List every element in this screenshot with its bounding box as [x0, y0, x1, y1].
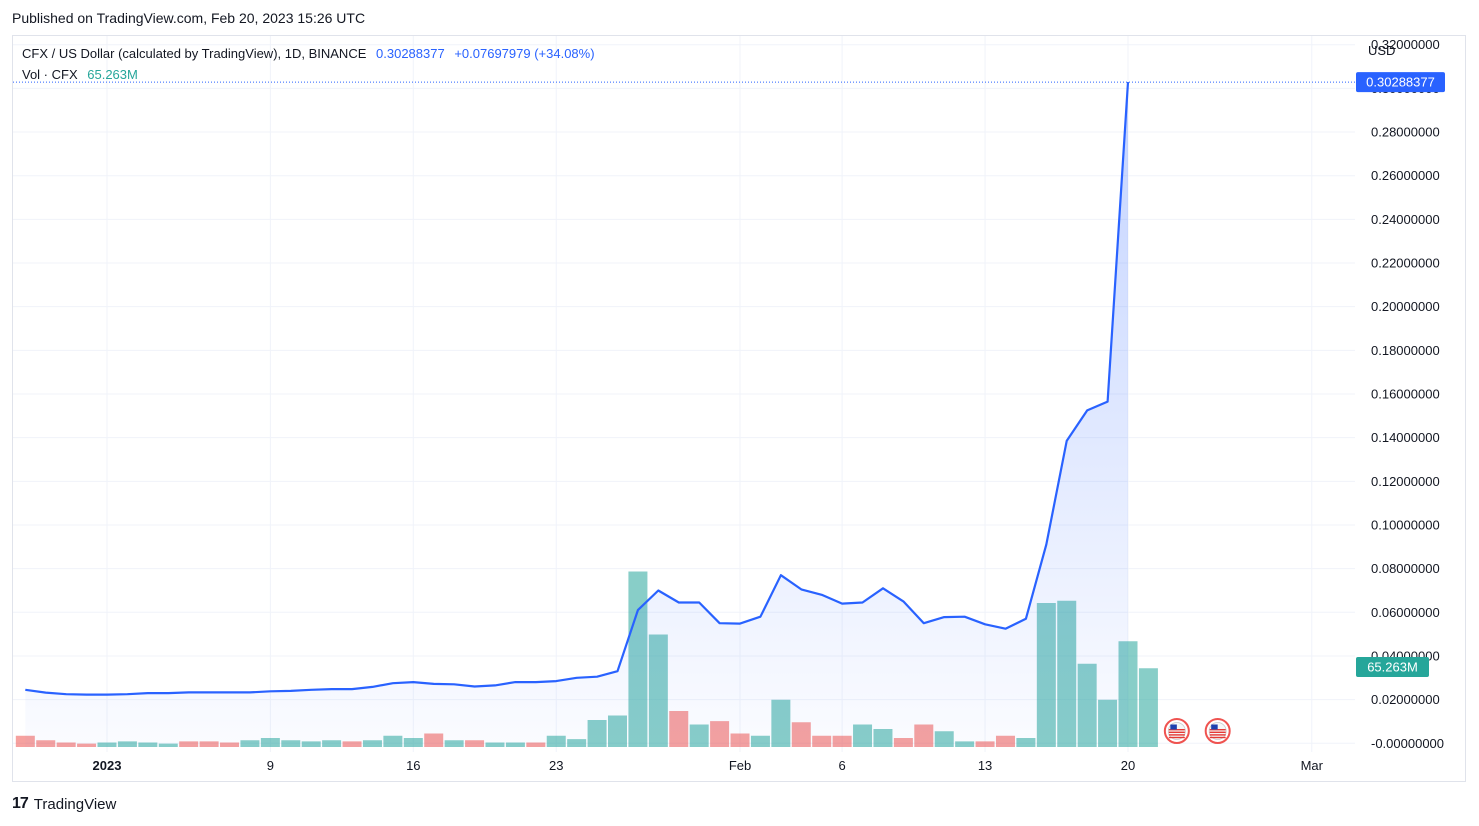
x-tick-label: 6 — [839, 758, 846, 773]
legend-main: CFX / US Dollar (calculated by TradingVi… — [22, 46, 595, 61]
event-markers — [1163, 718, 1231, 744]
x-tick-label: Feb — [729, 758, 751, 773]
legend-volume: Vol · CFX 65.263M — [22, 67, 138, 82]
x-tick-label: Mar — [1301, 758, 1324, 773]
legend-change: +0.07697979 (+34.08%) — [454, 46, 595, 61]
axes: 0.320000000.300000000.280000000.26000000… — [93, 37, 1445, 773]
y-tick-label: 0.08000000 — [1371, 561, 1440, 576]
y-tick-label: 0.12000000 — [1371, 474, 1440, 489]
y-tick-label: 0.06000000 — [1371, 605, 1440, 620]
price-line — [25, 82, 1130, 696]
us-flag-event-icon[interactable] — [1204, 718, 1231, 744]
y-tick-label: 0.20000000 — [1371, 299, 1440, 314]
y-tick-label: 0.16000000 — [1371, 387, 1440, 402]
x-tick-label: 2023 — [93, 758, 122, 773]
y-tick-label: 0.24000000 — [1371, 212, 1440, 227]
x-tick-label: 20 — [1121, 758, 1135, 773]
legend-volume-value: 65.263M — [87, 67, 138, 82]
price-area — [13, 81, 1355, 748]
legend-last-price: 0.30288377 — [376, 46, 445, 61]
y-tick-label: 0.32000000 — [1371, 37, 1440, 52]
y-tick-label: 0.14000000 — [1371, 430, 1440, 445]
y-tick-label: 0.18000000 — [1371, 343, 1440, 358]
y-tick-label: 0.02000000 — [1371, 692, 1440, 707]
volume-label[interactable]: Vol · CFX — [22, 67, 78, 82]
price-area-fill — [25, 82, 1128, 748]
published-text: Published on TradingView.com, Feb 20, 20… — [12, 10, 366, 26]
y-tick-label: 0.22000000 — [1371, 256, 1440, 271]
last-price-tag-label: 0.30288377 — [1366, 75, 1435, 90]
footer-brand[interactable]: 17 TradingView — [12, 795, 116, 813]
x-tick-label: 16 — [406, 758, 420, 773]
tradingview-logo-icon: 17 — [12, 795, 29, 812]
last-volume-tag-label: 65.263M — [1367, 660, 1418, 675]
chart-frame[interactable] — [12, 35, 1466, 782]
us-flag-event-icon[interactable] — [1163, 718, 1190, 744]
volume-bar — [1138, 668, 1158, 747]
last-price-tag — [1356, 72, 1445, 93]
y-tick-label: 0.26000000 — [1371, 168, 1440, 183]
last-volume-tag — [1356, 657, 1429, 677]
x-tick-label: 23 — [549, 758, 563, 773]
symbol-description[interactable]: CFX / US Dollar (calculated by TradingVi… — [22, 46, 367, 61]
x-tick-label: 9 — [267, 758, 274, 773]
y-tick-label: -0.00000000 — [1371, 736, 1444, 751]
currency-label: USD — [1368, 43, 1395, 58]
brand-name: TradingView — [33, 795, 117, 813]
y-tick-label: 0.10000000 — [1371, 517, 1440, 532]
y-tick-label: 0.28000000 — [1371, 125, 1440, 140]
x-tick-label: 13 — [978, 758, 992, 773]
